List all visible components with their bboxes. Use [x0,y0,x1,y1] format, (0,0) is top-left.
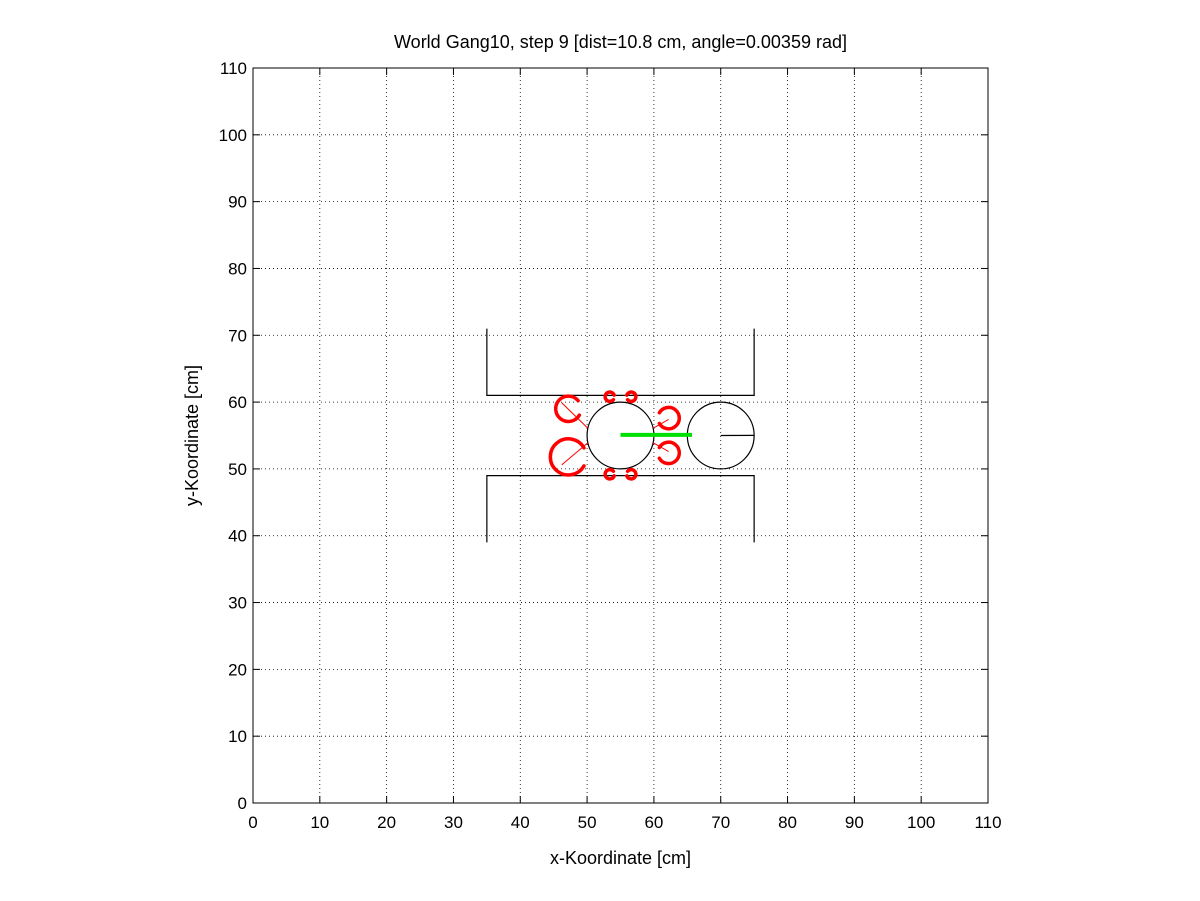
axes-box [252,67,989,804]
y-tick-label: 40 [228,527,247,546]
y-tick-label: 10 [228,727,247,746]
x-tick-label: 100 [907,813,935,832]
chart-title: World Gang10, step 9 [dist=10.8 cm, angl… [394,32,847,52]
arc-left-upper [553,394,582,424]
y-axis-label: y-Koordinate [cm] [182,365,202,506]
arc-bottom-left [603,467,616,481]
x-tick-label: 80 [778,813,797,832]
upper-wall [486,328,755,397]
x-axis-label: x-Koordinate [cm] [550,848,691,868]
x-tick-label: 50 [578,813,597,832]
y-tick-label: 60 [228,393,247,412]
x-tick-label: 90 [845,813,864,832]
sensor-readings [548,390,681,481]
y-tick-labels: 0 10 20 30 40 50 60 70 80 90 100 110 [219,59,247,813]
arc-left-lower [548,437,586,477]
x-tick-labels: 0 10 20 30 40 50 60 70 80 90 100 110 [248,813,1001,832]
walls [486,328,755,543]
y-tick-label: 70 [228,326,247,345]
lower-wall [486,474,755,543]
x-tick-label: 70 [711,813,730,832]
y-tick-label: 50 [228,460,247,479]
arc-top-left [603,390,616,404]
y-tick-label: 110 [220,59,247,78]
x-tick-label: 30 [444,813,463,832]
x-tick-label: 20 [377,813,396,832]
arc-bottom-right [625,467,638,481]
y-tick-label: 100 [219,126,247,145]
y-tick-label: 80 [228,259,247,278]
x-tick-label: 0 [248,813,257,832]
y-tick-label: 20 [228,660,247,679]
grid [253,68,988,803]
y-tick-label: 0 [238,794,247,813]
arc-top-right [625,390,638,404]
x-tick-label: 110 [974,813,1001,832]
y-tick-label: 30 [228,594,247,613]
arc-right-upper [657,405,681,431]
y-tick-label: 90 [228,193,247,212]
ticks [252,67,989,804]
beam-left-upper [561,402,589,429]
arc-right-lower [657,440,681,466]
x-tick-label: 60 [644,813,663,832]
x-tick-label: 40 [511,813,530,832]
x-tick-label: 10 [310,813,329,832]
